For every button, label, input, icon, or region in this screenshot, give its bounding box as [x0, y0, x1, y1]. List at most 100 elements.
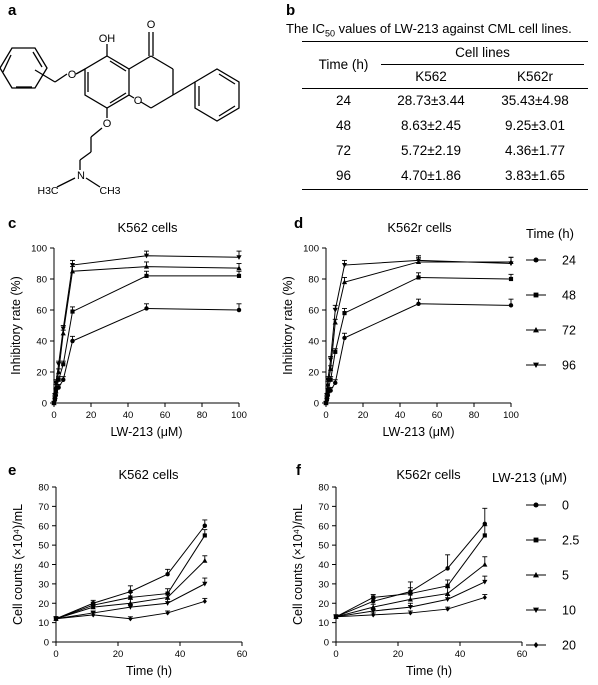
data-point: [342, 335, 347, 341]
y-tick-label: 70: [38, 502, 49, 513]
table-cell-k562: 8.63±2.45: [401, 118, 461, 133]
series-circle: [323, 298, 514, 406]
y-tick-label: 40: [308, 337, 319, 348]
data-point: [52, 393, 58, 398]
panel-letter-c: c: [8, 215, 17, 232]
table-row: 48 8.63±2.45 9.25±3.01: [302, 118, 588, 140]
table-row: 72 5.72±2.19 4.36±1.77: [302, 143, 588, 165]
panel-letter-e: e: [8, 462, 17, 479]
table-caption: The IC50 values of LW-213 against CML ce…: [286, 21, 572, 39]
table-cell-time: 96: [335, 168, 352, 183]
y-tick-label: 60: [38, 521, 49, 532]
series-line: [53, 266, 240, 404]
x-tick-label: 40: [455, 649, 466, 660]
y-tick-label: 20: [308, 368, 319, 379]
atom-label-methyl-right: CH3: [99, 185, 120, 197]
data-point: [236, 255, 242, 260]
panel-letter-a: a: [8, 2, 17, 19]
legend-label: 20: [562, 639, 576, 653]
x-tick-label: 60: [237, 649, 248, 660]
y-axis-label: Inhibitory rate (%): [281, 276, 295, 375]
data-point: [165, 594, 171, 600]
series-line: [53, 275, 239, 404]
data-point: [202, 598, 207, 604]
data-point: [165, 601, 171, 606]
x-tick-label: 20: [393, 649, 404, 660]
data-point: [70, 338, 75, 344]
atom-label-ring-o: O: [134, 95, 143, 107]
y-tick-label: 80: [38, 483, 49, 494]
table-column-header: K562: [415, 69, 447, 84]
legend-time: 24 48 72 96: [526, 254, 576, 373]
data-point: [202, 581, 208, 587]
structure-bonds: [0, 32, 240, 188]
series-circle: [51, 303, 242, 406]
chart-title-c: K562 cells: [117, 220, 178, 235]
legend-time-title: Time (h): [526, 226, 574, 241]
legend-item-0: 0: [526, 499, 569, 513]
y-tick-label: 50: [38, 541, 49, 552]
table-cell-k562: 4.70±1.86: [401, 168, 461, 183]
data-point: [341, 262, 348, 268]
y-tick-label: 40: [36, 337, 47, 348]
legend-marker: [533, 642, 539, 648]
series-diamond: [53, 597, 208, 622]
data-point: [91, 612, 96, 618]
atom-label-carbonyl-o: O: [147, 19, 156, 31]
axes: 0 10 20 30 40 50 60 70 80 0 20 40 60: [318, 483, 527, 661]
x-axis-label: Time (h): [126, 664, 172, 678]
atom-label-ether-o-left: O: [68, 69, 77, 81]
data-point: [324, 393, 330, 398]
data-point: [371, 612, 376, 618]
data-point: [332, 307, 338, 313]
y-tick-label: 60: [36, 306, 47, 317]
data-point: [508, 303, 514, 308]
x-tick-label: 60: [432, 410, 443, 421]
y-axis-label: Cell counts (×10⁴)/mL: [291, 504, 305, 625]
legend-item-2.5: 2.5: [526, 534, 579, 548]
data-point: [202, 523, 208, 528]
chart-f-cell-counts-k562r: 0 10 20 30 40 50 60 70 80 0 20 40 60 Time (h) Cell cou…: [291, 483, 527, 679]
axes: 0 10 20 30 40 50 60 70 80 0 20 40 60: [38, 483, 247, 661]
data-point: [53, 616, 59, 622]
data-point: [445, 566, 450, 571]
y-tick-label: 60: [318, 521, 329, 532]
table-group-rule: [381, 64, 584, 65]
table-cell-k562r: 9.25±3.01: [505, 118, 565, 133]
y-tick-label: 40: [38, 560, 49, 571]
table-cell-k562: 28.73±3.44: [397, 93, 465, 108]
legend-item-24: 24: [526, 254, 576, 268]
y-tick-label: 30: [318, 579, 329, 590]
atom-label-methyl-left: H3C: [37, 185, 58, 197]
legend-label: 2.5: [562, 534, 579, 548]
series-square: [323, 272, 514, 406]
x-tick-label: 60: [160, 410, 171, 421]
table-cell-time: 72: [335, 143, 352, 158]
data-point: [144, 306, 149, 311]
x-tick-label: 0: [53, 649, 58, 660]
x-tick-label: 20: [358, 410, 369, 421]
x-tick-label: 20: [113, 649, 124, 660]
legend-conc-title: LW-213 (μM): [492, 470, 567, 485]
data-point: [61, 362, 66, 367]
data-point: [482, 533, 487, 538]
y-tick-label: 0: [44, 638, 49, 649]
table-cell-time: 48: [335, 118, 352, 133]
chart-d-inhibitory-k562r: 0 20 40 60 80 100 0 20 40 60 80 100 LW-213 (μM) Inhib…: [281, 244, 519, 440]
table-cell-k562r: 4.36±1.77: [505, 143, 565, 158]
table-row: 96 4.70±1.86 3.83±1.65: [302, 168, 588, 190]
legend-item-48: 48: [526, 289, 576, 303]
x-tick-label: 100: [503, 410, 519, 421]
y-tick-label: 80: [36, 275, 47, 286]
panel-letter-d: d: [294, 215, 304, 232]
data-point: [407, 596, 413, 602]
data-point: [236, 265, 242, 271]
data-point: [370, 599, 376, 604]
legend-item-96: 96: [526, 359, 576, 373]
data-point: [61, 377, 66, 382]
x-axis-label: LW-213 (μM): [110, 425, 182, 439]
data-point: [328, 377, 333, 382]
chart-e-cell-counts-k562: 0 10 20 30 40 50 60 70 80 0 20 40 60 Time (h) Cell cou…: [11, 483, 247, 679]
atom-label-ether-o-bottom: O: [103, 118, 112, 130]
data-point: [482, 579, 488, 585]
